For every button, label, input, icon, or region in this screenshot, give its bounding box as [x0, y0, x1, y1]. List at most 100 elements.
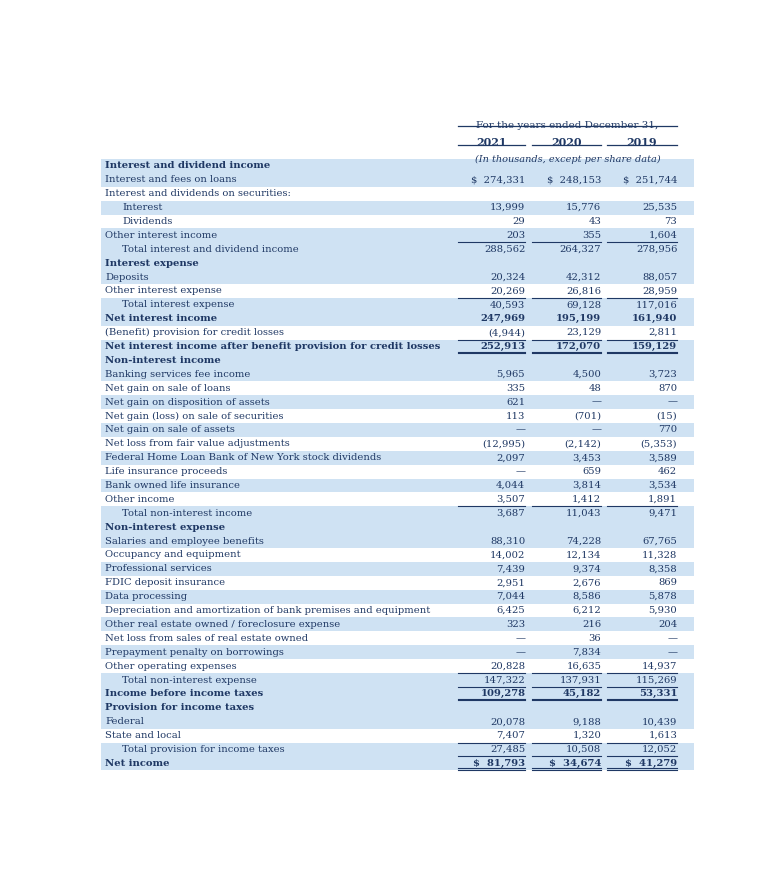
Text: 3,687: 3,687: [497, 508, 525, 518]
Text: 4,044: 4,044: [496, 481, 525, 490]
Text: 6,425: 6,425: [497, 606, 525, 615]
Text: 20,324: 20,324: [490, 273, 525, 282]
Bar: [101, 756, 694, 770]
Text: Non-interest income: Non-interest income: [105, 356, 221, 365]
Text: (5,353): (5,353): [640, 440, 677, 448]
Bar: [101, 618, 694, 632]
Bar: [101, 493, 694, 507]
Bar: [101, 187, 694, 201]
Text: 109,278: 109,278: [480, 689, 525, 699]
Text: —: —: [591, 398, 601, 407]
Text: 73: 73: [665, 217, 677, 226]
Bar: [101, 215, 694, 229]
Text: 14,937: 14,937: [642, 661, 677, 671]
Text: 113: 113: [506, 412, 525, 421]
Bar: [101, 507, 694, 521]
Text: (4,944): (4,944): [488, 328, 525, 337]
Text: 137,931: 137,931: [559, 675, 601, 685]
Text: 278,956: 278,956: [636, 245, 677, 254]
Text: 14,002: 14,002: [490, 550, 525, 560]
Text: 88,310: 88,310: [490, 536, 525, 546]
Text: 8,586: 8,586: [573, 592, 601, 601]
Bar: [101, 409, 694, 423]
Text: 29: 29: [512, 217, 525, 226]
Bar: [101, 742, 694, 756]
Text: 1,320: 1,320: [573, 731, 601, 740]
Bar: [101, 701, 694, 714]
Text: 621: 621: [506, 398, 525, 407]
Text: 216: 216: [582, 620, 601, 629]
Text: $  81,793: $ 81,793: [473, 759, 525, 768]
Text: Other real estate owned / foreclosure expense: Other real estate owned / foreclosure ex…: [105, 620, 341, 629]
Bar: [101, 562, 694, 576]
Text: Net interest income after benefit provision for credit losses: Net interest income after benefit provis…: [105, 342, 441, 351]
Bar: [101, 687, 694, 701]
Text: 11,043: 11,043: [566, 508, 601, 518]
Text: Total non-interest expense: Total non-interest expense: [122, 675, 257, 685]
Text: 15,776: 15,776: [566, 203, 601, 212]
Text: 252,913: 252,913: [480, 342, 525, 351]
Text: Provision for income taxes: Provision for income taxes: [105, 703, 254, 713]
Text: $  41,279: $ 41,279: [625, 759, 677, 768]
Text: —: —: [516, 647, 525, 657]
Text: For the years ended December 31,: For the years ended December 31,: [477, 121, 658, 130]
Text: 870: 870: [658, 384, 677, 393]
Bar: [101, 326, 694, 340]
Text: Interest and fees on loans: Interest and fees on loans: [105, 176, 237, 184]
Text: Net interest income: Net interest income: [105, 315, 218, 323]
Bar: [101, 423, 694, 437]
Text: 23,129: 23,129: [566, 328, 601, 337]
Text: Total non-interest income: Total non-interest income: [122, 508, 253, 518]
Text: Interest expense: Interest expense: [105, 259, 199, 268]
Bar: [101, 312, 694, 326]
Text: Life insurance proceeds: Life insurance proceeds: [105, 468, 228, 476]
Text: (701): (701): [574, 412, 601, 421]
Bar: [101, 728, 694, 742]
Text: Professional services: Professional services: [105, 564, 212, 574]
Bar: [101, 632, 694, 646]
Text: 5,930: 5,930: [648, 606, 677, 615]
Text: 2019: 2019: [626, 137, 658, 149]
Text: 2020: 2020: [551, 137, 582, 149]
Bar: [101, 673, 694, 687]
Text: 3,814: 3,814: [573, 481, 601, 490]
Text: —: —: [667, 634, 677, 643]
Text: $  248,153: $ 248,153: [547, 176, 601, 184]
Text: 48: 48: [588, 384, 601, 393]
Bar: [101, 451, 694, 465]
Bar: [101, 465, 694, 479]
Text: Net income: Net income: [105, 759, 170, 768]
Text: —: —: [516, 468, 525, 476]
Text: 20,828: 20,828: [490, 661, 525, 671]
Text: 1,613: 1,613: [648, 731, 677, 740]
Bar: [101, 437, 694, 451]
Text: Other interest expense: Other interest expense: [105, 287, 222, 295]
Text: 9,374: 9,374: [573, 564, 601, 574]
Bar: [101, 534, 694, 548]
Bar: [101, 354, 694, 368]
Text: Data processing: Data processing: [105, 592, 187, 601]
Bar: [101, 270, 694, 284]
Text: Interest and dividends on securities:: Interest and dividends on securities:: [105, 189, 291, 198]
Text: Bank owned life insurance: Bank owned life insurance: [105, 481, 240, 490]
Text: 12,134: 12,134: [566, 550, 601, 560]
Bar: [101, 395, 694, 409]
Text: 26,816: 26,816: [566, 287, 601, 295]
Text: 264,327: 264,327: [560, 245, 601, 254]
Text: 869: 869: [658, 578, 677, 587]
Bar: [101, 646, 694, 660]
Text: 6,212: 6,212: [573, 606, 601, 615]
Bar: [101, 368, 694, 381]
Bar: [101, 714, 694, 728]
Text: 40,593: 40,593: [490, 301, 525, 309]
Text: 7,044: 7,044: [496, 592, 525, 601]
Text: Interest and dividend income: Interest and dividend income: [105, 162, 271, 170]
Bar: [101, 340, 694, 354]
Bar: [101, 381, 694, 395]
Text: 323: 323: [506, 620, 525, 629]
Text: 2,811: 2,811: [648, 328, 677, 337]
Text: —: —: [667, 398, 677, 407]
Text: Net gain on disposition of assets: Net gain on disposition of assets: [105, 398, 270, 407]
Text: 3,534: 3,534: [648, 481, 677, 490]
Text: 2,097: 2,097: [497, 454, 525, 462]
